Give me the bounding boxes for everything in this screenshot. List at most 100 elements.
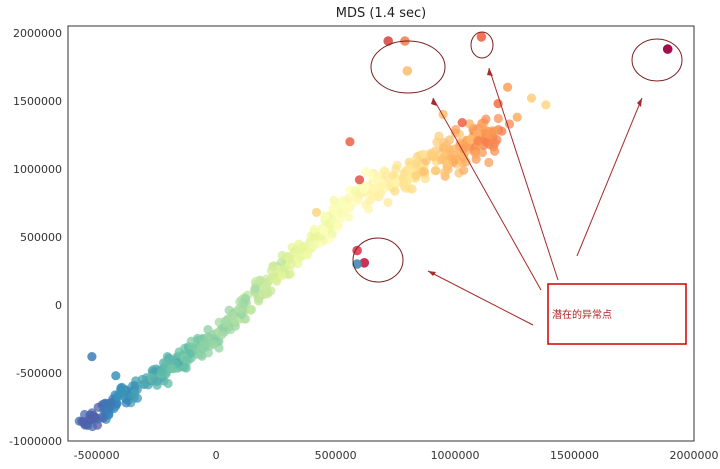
data-point: [250, 283, 260, 293]
data-point: [359, 184, 369, 194]
arrow-to-top-right: [576, 97, 643, 257]
data-point: [130, 388, 140, 398]
data-point: [390, 186, 400, 196]
data-point: [391, 164, 401, 174]
data-point: [111, 371, 121, 381]
x-tick-label: 0: [213, 449, 220, 462]
data-point: [303, 250, 313, 260]
arrow-to-middle-head: [428, 271, 436, 276]
y-tick-label: -500000: [16, 367, 62, 380]
data-point: [504, 119, 515, 129]
data-point: [411, 171, 421, 181]
data-point: [121, 398, 131, 408]
outlier-point: [352, 259, 362, 269]
data-point: [78, 417, 88, 427]
y-tick-label: 1000000: [13, 163, 62, 176]
data-point: [481, 114, 491, 124]
data-point: [181, 355, 191, 365]
data-point: [492, 135, 502, 145]
data-point: [309, 224, 319, 234]
y-tick-label: 500000: [20, 231, 62, 244]
data-point: [404, 169, 414, 179]
data-point: [350, 186, 361, 196]
data-point: [344, 212, 354, 222]
data-point: [512, 112, 522, 122]
data-point: [541, 100, 551, 110]
data-point: [365, 170, 375, 180]
data-point: [163, 378, 173, 389]
data-point: [333, 219, 343, 230]
data-point: [276, 257, 286, 268]
data-point: [87, 352, 97, 362]
data-point: [493, 99, 503, 109]
plot-frame: [67, 25, 695, 442]
data-point: [383, 197, 393, 207]
data-point: [227, 311, 237, 321]
outlier-point: [383, 36, 394, 46]
data-point: [268, 261, 278, 271]
data-point: [419, 166, 429, 176]
annotation-layer: 潜在的异常点: [352, 31, 687, 345]
data-point: [241, 294, 251, 304]
y-tick-label: 2000000: [13, 27, 62, 40]
points-layer: [74, 82, 551, 432]
data-point: [459, 144, 469, 154]
data-point: [364, 204, 374, 214]
data-point: [419, 149, 429, 159]
annotation-box: [547, 283, 687, 345]
highlight-layer: [352, 32, 673, 269]
data-point: [156, 366, 167, 377]
data-point: [365, 195, 375, 205]
data-point: [490, 146, 500, 156]
data-point: [181, 363, 191, 373]
y-tick-label: 0: [55, 299, 62, 312]
data-point: [430, 166, 440, 176]
data-point: [473, 136, 483, 146]
outlier-point: [662, 44, 673, 54]
data-point: [272, 276, 282, 286]
data-point: [186, 336, 196, 346]
data-point: [319, 226, 329, 236]
data-point: [464, 119, 474, 129]
data-point: [354, 175, 365, 185]
outlier-circle-top-right: [631, 38, 683, 82]
arrow-to-top-single-head: [487, 68, 493, 76]
data-point: [471, 149, 481, 159]
x-tick-label: 2000000: [670, 449, 719, 462]
data-point: [380, 167, 390, 177]
data-point: [250, 277, 260, 287]
outlier-circle-top-cluster: [370, 40, 446, 94]
data-point: [98, 413, 108, 423]
data-point: [373, 175, 383, 185]
data-point: [295, 243, 305, 254]
data-point: [345, 137, 355, 147]
data-point: [138, 379, 148, 389]
x-tick-label: 1000000: [431, 449, 480, 462]
data-point: [329, 195, 339, 205]
data-point: [330, 203, 340, 213]
data-point: [484, 157, 494, 168]
x-tick-label: 1500000: [550, 449, 599, 462]
outlier-point: [476, 32, 487, 42]
data-point: [258, 289, 268, 299]
data-point: [106, 398, 116, 408]
data-point: [284, 253, 295, 264]
x-tick-label: 500000: [315, 449, 357, 462]
outlier-circle-middle: [352, 237, 404, 283]
data-point: [466, 134, 476, 145]
data-point: [390, 177, 400, 187]
y-tick-label: 1500000: [13, 95, 62, 108]
arrow-to-top-single: [488, 67, 559, 281]
data-point: [459, 165, 469, 175]
arrow-to-middle: [427, 270, 534, 326]
outlier-point: [359, 258, 370, 268]
x-axis: -500000 0 500000 1000000 1500000 2000000: [74, 449, 719, 462]
data-point: [411, 159, 421, 169]
data-point: [493, 113, 503, 124]
data-point: [442, 160, 452, 170]
data-point: [337, 199, 348, 209]
data-point: [485, 140, 495, 150]
data-point: [209, 339, 219, 349]
